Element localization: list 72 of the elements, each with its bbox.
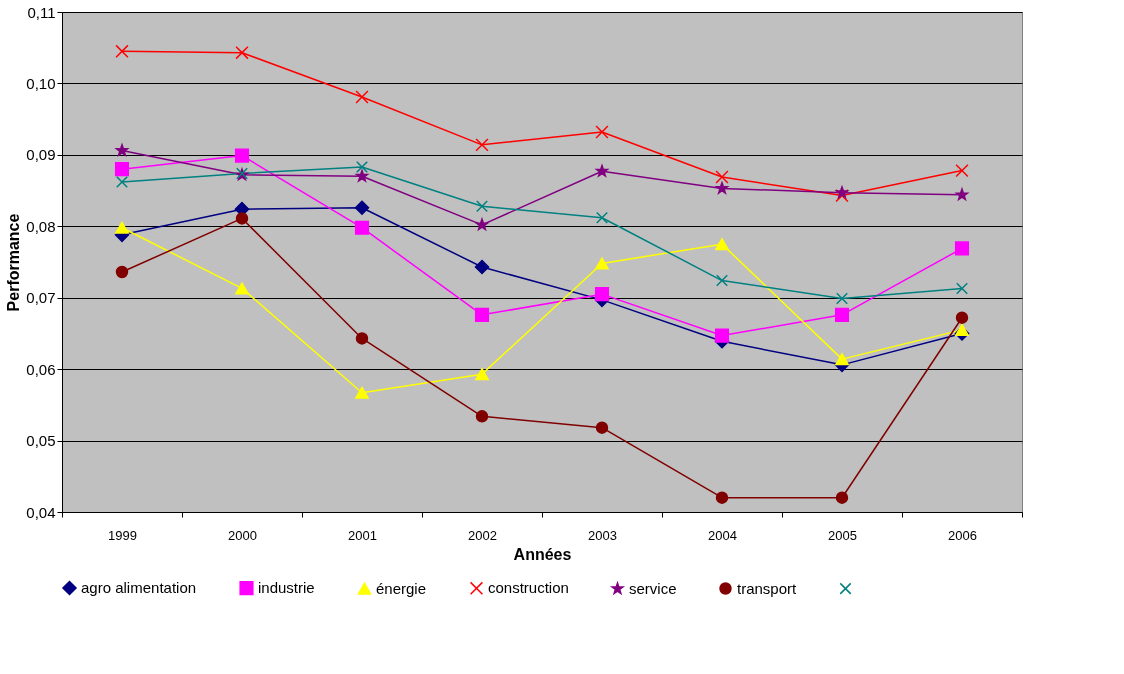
point [476,200,488,213]
x-tick-label: 2004 [708,527,737,543]
point [114,162,130,177]
point [355,169,369,182]
legend-label: agro alimentation [81,578,197,596]
y-tick-label: 0,11 [27,3,56,21]
x-tick-label: 2001 [348,527,377,543]
y-tick-label: 0,08 [26,217,56,235]
point [115,265,129,279]
x-axis-title: Années [513,545,572,563]
point [235,212,249,225]
point [834,307,850,322]
y-tick-label: 0,06 [26,360,56,378]
point [354,220,370,235]
y-tick-label: 0,09 [26,146,56,164]
point [955,323,969,336]
point [715,181,729,194]
point [715,238,729,251]
point [714,328,730,343]
point [956,282,968,295]
x-tick-label: 1999 [108,527,137,543]
point [115,144,129,156]
legend-label: industrie [258,579,315,597]
point [475,218,489,231]
x-tick-label: 2000 [228,527,257,543]
point [595,257,609,270]
point [836,292,848,305]
point [596,211,608,224]
point [474,307,490,322]
point [955,311,969,324]
point [116,176,128,188]
y-tick-label: 0,05 [26,432,56,450]
point [115,221,129,234]
point [594,287,610,302]
x-tick-label: 2005 [828,527,857,543]
point [715,170,729,184]
point [356,161,368,173]
point [716,274,728,287]
point [355,386,369,399]
point [595,164,609,177]
point [475,368,489,381]
point [115,44,129,58]
legend-label: énergie [376,579,427,597]
point [234,148,250,163]
legend-label: construction [488,579,569,597]
point [595,421,609,434]
point [955,163,969,178]
x-tick-label: 2002 [468,527,497,543]
legend-label: transport [737,579,798,597]
point [235,46,249,60]
x-tick-label: 2003 [588,527,617,543]
point [475,138,489,152]
point [235,282,249,295]
y-tick-label: 0,07 [26,289,56,307]
point [354,200,370,215]
point [474,259,490,275]
y-axis-title: Performance [5,213,23,312]
point [835,186,849,199]
point [355,332,369,345]
point [595,125,609,139]
point [715,491,729,504]
point [955,188,969,201]
y-tick-label: 0,04 [26,503,56,521]
point [355,90,369,104]
point [954,241,970,256]
legend-label: service [629,579,677,597]
point [835,188,849,203]
point [835,491,849,504]
y-tick-label: 0,10 [26,74,56,92]
x-tick-label: 2006 [948,527,977,543]
point [475,410,489,423]
point [835,353,849,366]
